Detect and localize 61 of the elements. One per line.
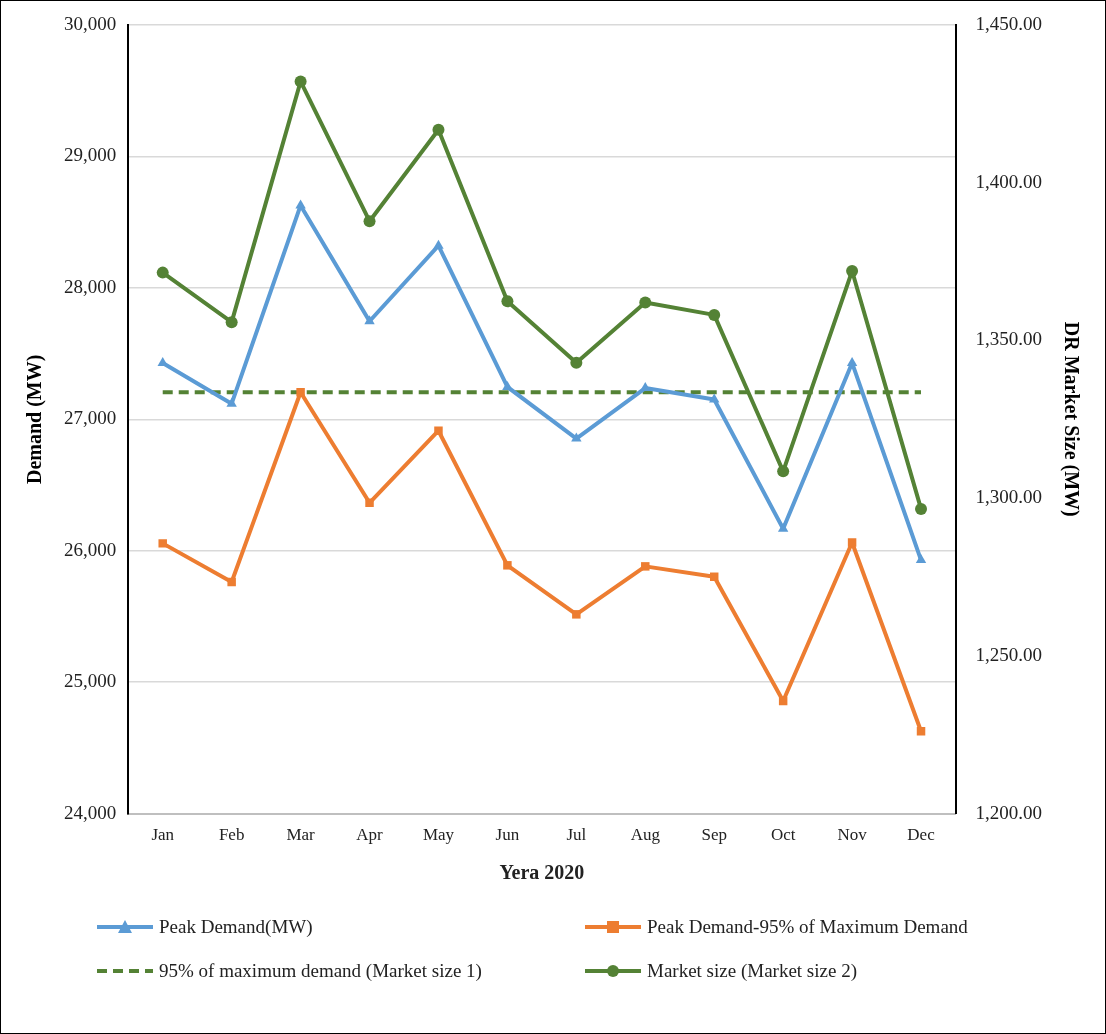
x-tick-label: Jul xyxy=(566,825,587,845)
x-tick-label: May xyxy=(422,825,455,845)
x-axis-title: Yera 2020 xyxy=(499,861,585,884)
y-tick-label: 24,000 xyxy=(64,801,117,823)
y-tick-label: 30,000 xyxy=(64,12,117,34)
point xyxy=(915,554,927,564)
point xyxy=(708,308,721,321)
point xyxy=(571,432,582,442)
x-tick-label: Jan xyxy=(151,825,175,845)
point xyxy=(294,75,307,88)
y2-tick-label: 1,450.00 xyxy=(975,12,1042,34)
point xyxy=(364,315,375,325)
legend-label: 95% of maximum demand (Market size 1) xyxy=(159,960,482,982)
point xyxy=(363,215,376,228)
y2-axis-title: DR Market Size (MW) xyxy=(1059,321,1083,517)
point xyxy=(503,561,512,570)
x-tick-label: Apr xyxy=(356,825,384,845)
y-tick-label: 27,000 xyxy=(64,407,117,429)
point xyxy=(433,239,444,249)
y2-tick-label: 1,350.00 xyxy=(975,328,1042,350)
point xyxy=(570,356,583,369)
y2-tick-label: 1,250.00 xyxy=(975,643,1042,665)
legend-label: Peak Demand(MW) xyxy=(159,916,313,938)
legend-label: Peak Demand-95% of Maximum Demand xyxy=(647,916,968,938)
point xyxy=(365,498,374,507)
point xyxy=(226,397,237,407)
point xyxy=(156,266,169,279)
point xyxy=(502,380,513,390)
point xyxy=(915,502,928,515)
point xyxy=(501,295,514,308)
point xyxy=(639,296,652,309)
y-tick-label: 26,000 xyxy=(64,538,117,560)
point xyxy=(296,387,305,397)
point xyxy=(640,382,651,392)
point xyxy=(846,356,858,366)
y2-tick-label: 1,400.00 xyxy=(975,170,1042,192)
y-tick-label: 25,000 xyxy=(64,670,117,692)
point xyxy=(225,316,238,329)
x-tick-label: Sep xyxy=(701,825,727,845)
x-tick-label: Nov xyxy=(837,825,868,845)
y-tick-label: 28,000 xyxy=(64,275,117,297)
point xyxy=(434,426,443,435)
point xyxy=(227,577,236,587)
y2-tick-label: 1,300.00 xyxy=(975,486,1042,508)
point xyxy=(641,562,650,571)
x-tick-label: Feb xyxy=(218,825,245,845)
x-tick-label: Dec xyxy=(907,825,936,845)
point xyxy=(847,538,857,547)
point xyxy=(158,539,167,548)
x-tick-label: Jun xyxy=(495,825,520,845)
x-tick-label: Mar xyxy=(286,825,316,845)
legend-label: Market size (Market size 2) xyxy=(647,960,857,982)
point xyxy=(432,123,445,136)
point xyxy=(572,610,581,619)
point xyxy=(777,522,789,532)
point xyxy=(777,465,790,478)
y2-tick-label: 1,200.00 xyxy=(975,801,1042,823)
x-tick-label: Aug xyxy=(630,825,661,845)
y-tick-label: 29,000 xyxy=(64,144,117,166)
x-tick-label: Oct xyxy=(770,825,796,845)
y-axis-title: Demand (MW) xyxy=(23,354,47,485)
